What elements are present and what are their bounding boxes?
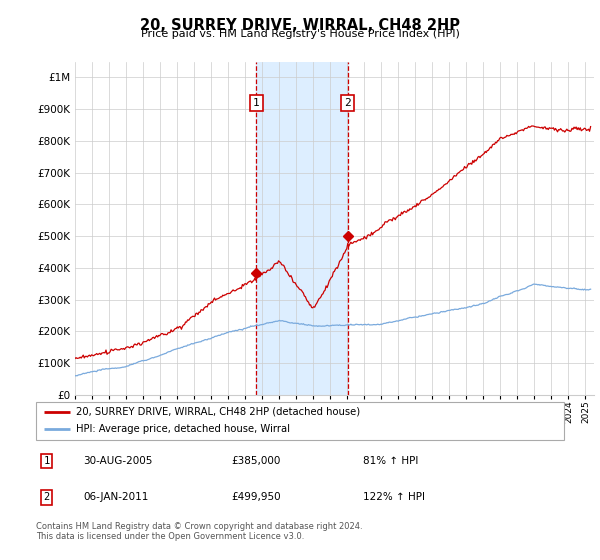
Text: 30-AUG-2005: 30-AUG-2005 xyxy=(83,456,153,466)
Text: 1: 1 xyxy=(43,456,50,466)
Bar xyxy=(256,62,347,395)
Text: 20, SURREY DRIVE, WIRRAL, CH48 2HP (detached house): 20, SURREY DRIVE, WIRRAL, CH48 2HP (deta… xyxy=(76,407,360,417)
Text: 2: 2 xyxy=(43,492,50,502)
Text: 06-JAN-2011: 06-JAN-2011 xyxy=(83,492,149,502)
Text: £385,000: £385,000 xyxy=(232,456,281,466)
Text: Price paid vs. HM Land Registry's House Price Index (HPI): Price paid vs. HM Land Registry's House … xyxy=(140,29,460,39)
Text: £499,950: £499,950 xyxy=(232,492,281,502)
Text: Contains HM Land Registry data © Crown copyright and database right 2024.
This d: Contains HM Land Registry data © Crown c… xyxy=(36,522,362,542)
Text: 81% ↑ HPI: 81% ↑ HPI xyxy=(364,456,419,466)
Text: 20, SURREY DRIVE, WIRRAL, CH48 2HP: 20, SURREY DRIVE, WIRRAL, CH48 2HP xyxy=(140,18,460,33)
Text: 2: 2 xyxy=(344,98,351,108)
Text: 122% ↑ HPI: 122% ↑ HPI xyxy=(364,492,425,502)
Text: 1: 1 xyxy=(253,98,260,108)
Text: HPI: Average price, detached house, Wirral: HPI: Average price, detached house, Wirr… xyxy=(76,424,290,435)
